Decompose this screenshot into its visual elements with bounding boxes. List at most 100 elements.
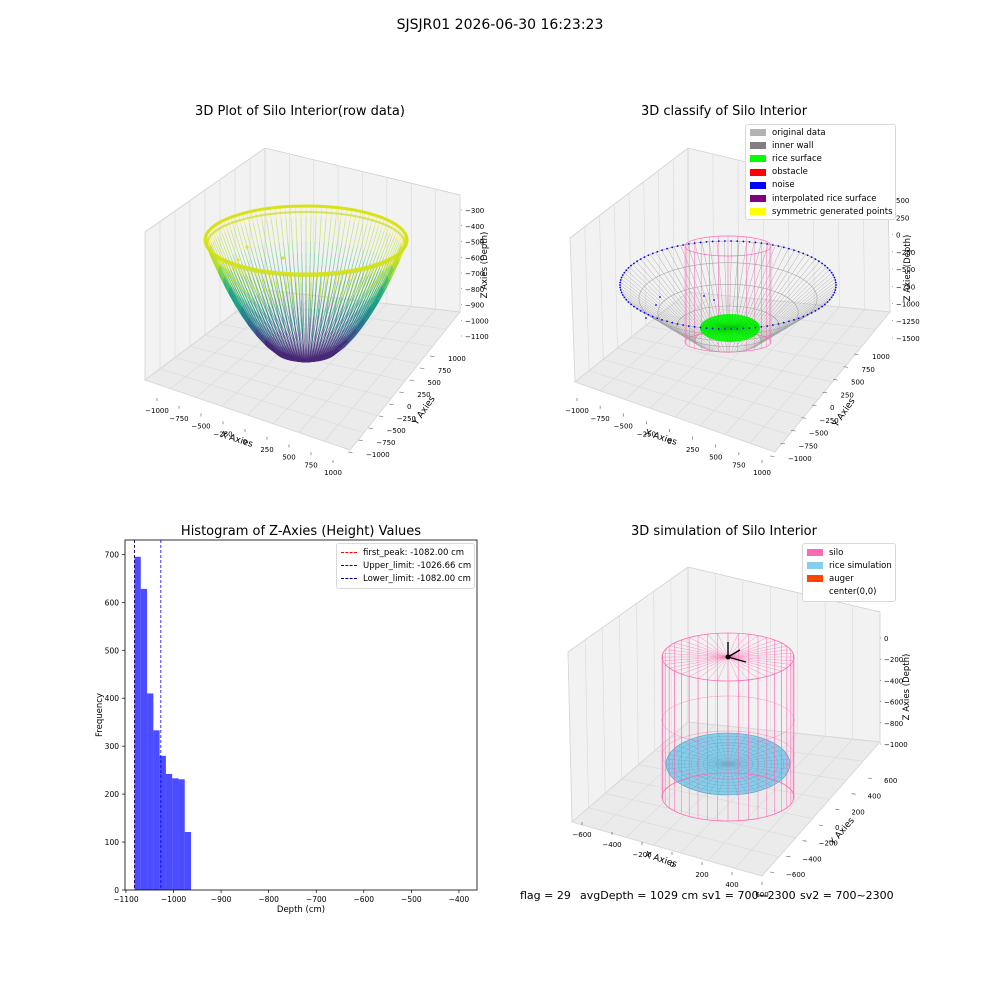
classify-noise-point bbox=[834, 279, 837, 281]
classify-noise-point bbox=[645, 317, 647, 319]
classify-legend-label: obstacle bbox=[772, 167, 808, 178]
classify-x-tick-label: −500 bbox=[614, 423, 633, 431]
classify-noise-point bbox=[793, 318, 795, 321]
raw-x-tick-label: 1000 bbox=[324, 469, 342, 477]
classify-noise-point bbox=[639, 309, 642, 312]
classify-noise-point bbox=[682, 244, 685, 246]
classify-noise-point bbox=[748, 240, 751, 243]
histogram-legend-item: first_peak: -1082.00 cm bbox=[337, 546, 474, 559]
classify-noise-point bbox=[656, 317, 659, 320]
classify-noise-point bbox=[724, 328, 726, 330]
classify-noise-point bbox=[621, 274, 624, 276]
classify-noise-point bbox=[682, 324, 685, 326]
simulation-center-point bbox=[725, 654, 731, 660]
status-avg-depth: avgDepth = 1029 cm bbox=[580, 889, 699, 902]
status-sv1: sv1 = 700~2300 bbox=[702, 889, 796, 902]
classify-noise-point bbox=[742, 327, 745, 330]
simulation-y-axis-label: Y Axies bbox=[828, 816, 857, 848]
classify-noise-point bbox=[817, 260, 820, 263]
classify-3d-plot: −1000−750−500−25002505007501000100075050… bbox=[565, 147, 920, 477]
raw-x-tick-label: −750 bbox=[169, 415, 188, 423]
classify-noise-point bbox=[830, 271, 833, 274]
classify-noise-point bbox=[766, 243, 769, 245]
simulation-legend-label: center(0,0) bbox=[829, 587, 877, 598]
histogram-y-tick-label: 100 bbox=[105, 838, 120, 847]
classify-noise-point bbox=[620, 291, 623, 294]
classify-noise-point bbox=[651, 252, 654, 255]
classify-noise-point bbox=[717, 327, 720, 330]
classify-noise-point bbox=[760, 325, 763, 328]
classify-noise-points bbox=[619, 240, 837, 330]
classify-noise-point bbox=[777, 323, 780, 325]
classify-noise-point bbox=[687, 325, 690, 327]
classify-noise-point bbox=[633, 305, 635, 308]
classify-noise-point bbox=[647, 313, 650, 316]
classify-noise-point bbox=[806, 254, 809, 257]
simulation-legend-label: auger bbox=[829, 573, 854, 584]
raw-z-axis-label: Z Axies (Depth) bbox=[480, 232, 490, 299]
raw-y-tick-label: 1000 bbox=[448, 355, 466, 363]
classify-rice-surface bbox=[700, 314, 760, 342]
classify-noise-point bbox=[636, 307, 639, 310]
classify-noise-point bbox=[742, 240, 745, 243]
raw-y-tick-label: −500 bbox=[387, 427, 406, 435]
histogram-y-tick-label: 400 bbox=[105, 694, 120, 703]
classify-noise-point bbox=[633, 262, 635, 265]
classify-legend-item: interpolated rice surface bbox=[746, 192, 895, 205]
status-sv2: sv2 = 700~2300 bbox=[800, 889, 894, 902]
histogram-legend-label: Upper_limit: -1026.66 cm bbox=[363, 560, 472, 571]
classify-legend-label: noise bbox=[772, 180, 795, 191]
raw-y-tick-label: 500 bbox=[428, 379, 441, 387]
classify-x-tick-label: 1000 bbox=[753, 469, 771, 477]
classify-noise-point bbox=[693, 242, 696, 245]
raw-surface-rim bbox=[203, 204, 409, 276]
classify-noise-point bbox=[671, 321, 674, 324]
classify-x-tick-label: 0 bbox=[667, 438, 671, 446]
simulation-z-axis-label: Z Axies (Depth) bbox=[902, 654, 912, 721]
simulation-z-tick-label: −600 bbox=[884, 699, 903, 707]
classify-noise-point bbox=[643, 311, 646, 314]
classify-x-tick-label: 750 bbox=[732, 461, 745, 469]
classify-noise-point bbox=[832, 294, 835, 296]
classify-noise-point bbox=[788, 320, 790, 323]
classify-noise-point bbox=[621, 294, 624, 296]
classify-noise-point bbox=[810, 256, 813, 259]
classify-plot-title: 3D classify of Silo Interior bbox=[640, 104, 808, 119]
classify-y-tick-label: 250 bbox=[841, 391, 854, 399]
histogram-y-tick-label: 500 bbox=[105, 646, 120, 655]
histogram-legend-label: Lower_limit: -1082.00 cm bbox=[363, 573, 471, 584]
classify-y-tick-label: −500 bbox=[809, 430, 828, 438]
histogram-y-tick-label: 0 bbox=[114, 886, 119, 895]
histogram-x-tick-label: −1100 bbox=[113, 895, 139, 904]
classify-z-tick-label: −1500 bbox=[896, 335, 920, 343]
classify-legend-swatch bbox=[750, 155, 766, 163]
classify-noise-point bbox=[821, 262, 823, 265]
histogram-legend-label: first_peak: -1082.00 cm bbox=[363, 547, 465, 558]
figure-title: SJSJR01 2026-06-30 16:23:23 bbox=[396, 17, 604, 33]
classify-noise-point bbox=[833, 291, 836, 294]
histogram-bar bbox=[147, 693, 154, 890]
classify-legend-label: interpolated rice surface bbox=[772, 193, 877, 204]
raw-x-tick-label: −500 bbox=[191, 423, 210, 431]
histogram-bar bbox=[153, 730, 160, 890]
classify-noise-point bbox=[676, 245, 679, 247]
raw-z-tick-label: −700 bbox=[465, 270, 484, 278]
histogram-x-tick-label: −700 bbox=[306, 895, 327, 904]
classify-noise-point bbox=[797, 250, 800, 253]
classify-noise-point bbox=[699, 326, 702, 329]
classify-legend-item: noise bbox=[746, 179, 895, 192]
raw-z-tick-label: −600 bbox=[465, 254, 484, 262]
classify-legend-swatch bbox=[750, 181, 766, 189]
histogram-y-tick-label: 700 bbox=[105, 550, 120, 559]
classify-noise-point bbox=[830, 296, 833, 299]
classify-noise-point bbox=[661, 249, 663, 252]
classify-noise-point bbox=[655, 304, 657, 306]
simulation-legend-swatch bbox=[807, 589, 823, 596]
raw-x-tick-label: 500 bbox=[282, 454, 295, 462]
simulation-y-tick-label: −600 bbox=[786, 871, 805, 879]
classify-noise-point bbox=[817, 307, 820, 310]
histogram-bar bbox=[178, 779, 185, 890]
raw-outlier-point bbox=[245, 245, 249, 249]
classify-noise-point bbox=[821, 305, 823, 308]
histogram-legend-line bbox=[341, 552, 357, 554]
